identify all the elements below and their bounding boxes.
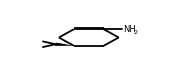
- Text: 2: 2: [133, 31, 137, 35]
- Text: NH: NH: [123, 25, 135, 34]
- Polygon shape: [55, 43, 74, 46]
